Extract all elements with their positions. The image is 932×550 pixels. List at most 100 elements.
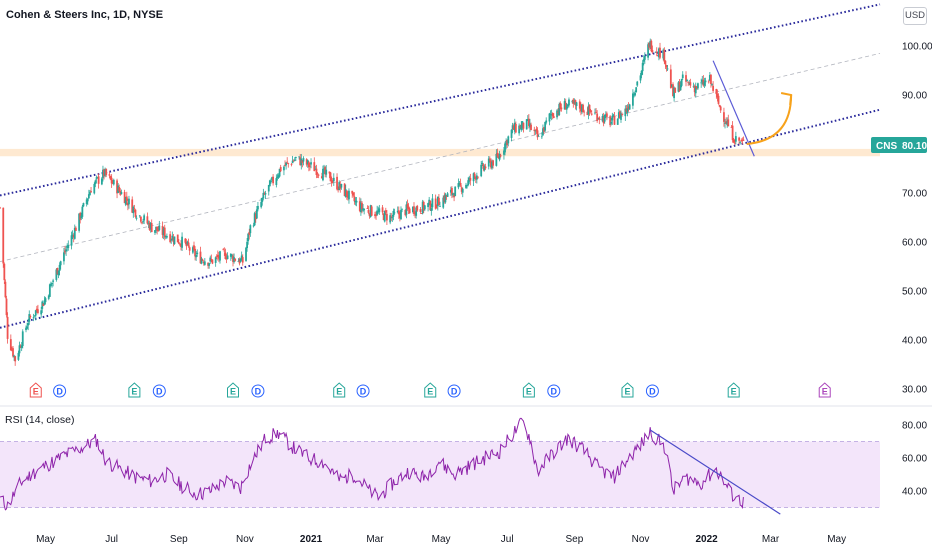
candle [717,93,720,105]
candle-body [362,208,364,211]
candle-body [381,207,384,213]
candle [587,102,590,120]
time-axis[interactable]: May Jul Sep Nov 2021 Mar May Jul Sep Nov 2022 Mar Ma… [36,534,846,545]
candle-body [707,81,710,83]
candle [611,112,614,125]
candle-body [307,162,310,168]
candle-body [215,255,218,257]
candle [594,108,596,115]
candle-body [725,121,728,124]
candle-body [64,250,66,253]
candle [545,117,548,125]
candle [79,211,82,224]
time-tick-label: Nov [632,534,650,545]
candle [172,233,175,247]
candle [406,199,409,211]
candle [443,192,446,204]
candle [534,129,537,135]
candle [525,118,528,130]
candle-body [163,227,166,238]
candle-body [58,264,61,271]
candle [590,110,593,116]
candle-body [588,104,591,112]
candle-body [549,113,552,115]
candle-body [172,237,175,243]
candle [740,138,743,143]
time-tick-label: Mar [762,534,780,545]
candle-body [586,111,589,116]
candle-body [25,327,27,331]
candle [257,202,259,212]
candle-body [86,198,89,202]
candle-body [19,346,22,348]
candle [177,239,180,245]
candle-body [468,177,471,182]
candle [94,179,97,188]
candle [474,175,477,183]
candle [726,117,729,128]
candle [111,179,114,185]
candle [390,212,393,222]
candle-body [488,159,491,161]
candle [248,228,251,240]
candle [71,230,74,240]
candle [431,193,434,211]
candle [466,184,468,189]
candle [72,232,75,243]
candle-body [564,102,567,110]
candle-body [533,129,536,131]
candle [185,238,188,250]
candle [218,252,220,263]
candle-body [619,111,621,119]
candle [369,204,372,218]
candle [117,182,120,194]
candle [17,350,20,361]
candle [352,191,355,197]
candle-body [147,222,150,224]
candle [492,159,495,169]
candle-body [165,236,168,238]
candle [677,80,680,93]
candle [26,322,28,330]
candle [430,203,433,216]
candle [89,190,91,196]
candle [225,253,228,264]
candle-body [162,228,165,236]
candle [73,224,76,240]
earnings-icon [29,382,42,398]
candle-body [708,75,711,81]
candle-body [734,136,737,142]
candle-body [383,210,386,222]
candle [734,131,737,145]
candle [302,156,305,166]
candle [662,48,665,61]
candle [125,191,128,206]
candle-body [512,125,515,130]
candle-body [135,217,138,219]
candle [674,87,677,93]
candle [681,71,684,80]
price-tick-label: 30.00 [902,385,927,396]
candle [264,190,267,199]
candle [110,174,113,188]
candle [245,246,247,262]
candle [331,178,334,184]
candle [741,137,744,145]
candle [518,123,521,136]
price-axis[interactable]: 100.0090.0080.0070.0060.0050.0040.0030.0… [902,42,932,396]
candle-body [601,115,604,122]
rsi-axis[interactable]: 80.00 60.00 40.00 [902,421,927,498]
candle [310,158,312,169]
candle [563,98,566,110]
candle [222,248,225,251]
rsi-tick-label: 60.00 [902,454,927,465]
candle [377,206,380,214]
currency-button[interactable]: USD [903,7,927,25]
candle [575,101,578,111]
candle-body [234,258,237,261]
candle [475,172,478,184]
candle [457,178,460,190]
candle-body [726,121,729,126]
candle [396,206,399,214]
